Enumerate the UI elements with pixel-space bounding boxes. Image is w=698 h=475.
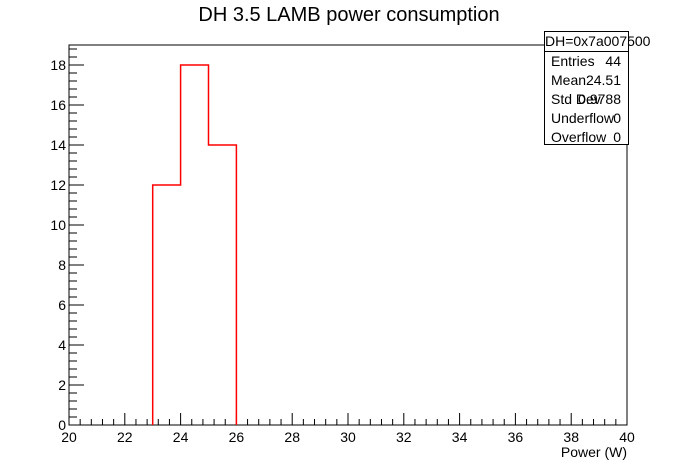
x-tick-label: 34: [452, 429, 468, 445]
chart-title: DH 3.5 LAMB power consumption: [198, 4, 500, 26]
histogram-bin: [153, 185, 181, 425]
stats-label: Underflow: [551, 110, 615, 126]
histogram-outline: [151, 64, 238, 425]
x-tick-label: 28: [284, 429, 300, 445]
x-tick-label: 30: [340, 429, 356, 445]
y-tick-label: 8: [58, 257, 66, 273]
x-tick-label: 32: [396, 429, 412, 445]
x-axis-title: Power (W): [560, 444, 627, 460]
x-tick-label: 36: [508, 429, 524, 445]
stats-value: 0.9788: [578, 91, 621, 107]
stats-value: 0: [613, 129, 621, 145]
stats-label: Mean: [551, 72, 587, 88]
stats-row-entries: Entries 44: [545, 52, 628, 71]
histogram-bin: [209, 145, 237, 425]
stats-value: 0: [613, 110, 621, 126]
y-tick-label: 16: [50, 97, 66, 113]
x-tick-label: 26: [229, 429, 245, 445]
y-tick-label: 4: [58, 337, 66, 353]
x-tick-label: 22: [117, 429, 133, 445]
stats-label: Std Dev: [551, 91, 601, 107]
y-tick-label: 12: [50, 177, 66, 193]
histogram-bins: [151, 64, 238, 425]
y-tick-label: 10: [50, 217, 66, 233]
histogram-bin: [181, 65, 209, 425]
stats-row-underflow: Underflow 0: [545, 109, 628, 128]
x-tick-label: 20: [61, 429, 77, 445]
y-tick-label: 2: [58, 377, 66, 393]
stats-label: Entries: [551, 53, 595, 69]
stats-row-overflow: Overflow 0: [545, 128, 628, 147]
y-tick-label: 14: [50, 137, 66, 153]
stats-value: 24.51: [585, 72, 621, 88]
axis-ticks: [68, 48, 628, 426]
y-tick-label: 18: [50, 57, 66, 73]
y-tick-label: 6: [58, 297, 66, 313]
stats-box-name: DH=0x7a007500: [545, 32, 650, 52]
stats-value: 44: [605, 53, 621, 69]
x-tick-label: 24: [173, 429, 189, 445]
stats-box: DH=0x7a007500 Entries 44 Mean 24.51 Std …: [544, 31, 650, 147]
y-tick-label: 0: [58, 417, 66, 433]
x-tick-label: 40: [619, 429, 635, 445]
x-tick-label: 38: [563, 429, 579, 445]
stats-row-std-dev: Std Dev 0.9788: [545, 90, 628, 109]
stats-label: Overflow: [551, 129, 607, 145]
stats-row-mean: Mean 24.51: [545, 71, 628, 90]
